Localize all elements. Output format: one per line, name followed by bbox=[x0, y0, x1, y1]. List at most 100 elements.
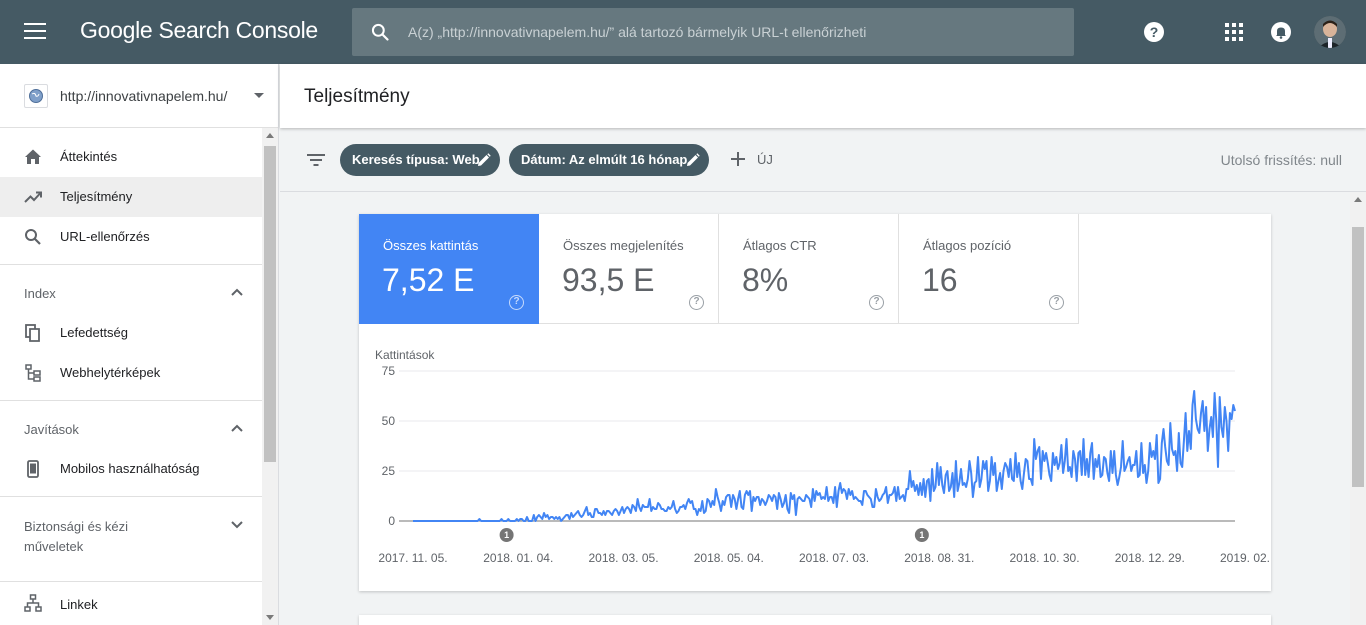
sidebar-scrollbar[interactable] bbox=[262, 128, 278, 625]
clicks-chart: Kattintások 0 25 50 75 2017. 11. 05. 2018. 0… bbox=[375, 348, 1271, 565]
section-label: Index bbox=[24, 286, 56, 301]
sidebar-item-label: Áttekintés bbox=[60, 149, 118, 164]
x-tick-label: 2018. 12. 29. bbox=[1115, 551, 1185, 565]
avatar[interactable] bbox=[1314, 16, 1346, 48]
metric-value: 8% bbox=[742, 262, 789, 298]
clicks-series-line bbox=[413, 390, 1236, 522]
performance-card: Összes kattintás 7,52 E ? Összes megjele… bbox=[359, 214, 1271, 591]
y-axis-title: Kattintások bbox=[375, 348, 435, 362]
x-tick-label: 2018. 01. 04. bbox=[483, 551, 553, 565]
top-app-bar: Google Search Console ? bbox=[0, 0, 1366, 64]
metric-value: 93,5 E bbox=[562, 262, 655, 298]
annotation-circle bbox=[914, 528, 929, 542]
section-label: Javítások bbox=[24, 422, 79, 437]
y-tick-label: 50 bbox=[382, 414, 396, 428]
scrollbar-thumb[interactable] bbox=[1352, 227, 1364, 487]
filter-icon[interactable] bbox=[307, 153, 325, 167]
sidebar-item-label: Mobilos használhatóság bbox=[60, 461, 200, 476]
sidebar-item-performance[interactable]: Teljesítmény bbox=[0, 177, 262, 217]
new-filter-label: ÚJ bbox=[757, 152, 773, 167]
x-tick-label: 2018. 07. 03. bbox=[799, 551, 869, 565]
x-tick-label: 2019. 02. 27. bbox=[1220, 551, 1271, 565]
x-tick-label: 2017. 11. 05. bbox=[378, 551, 447, 565]
metric-average-ctr[interactable]: Átlagos CTR 8% ? bbox=[719, 214, 899, 324]
annotation-marker[interactable]: 1 bbox=[499, 528, 514, 542]
search-icon[interactable] bbox=[370, 22, 390, 42]
links-icon bbox=[24, 594, 42, 612]
scrollbar-thumb[interactable] bbox=[264, 146, 276, 462]
sidebar-item-label: URL-ellenőrzés bbox=[60, 229, 150, 244]
coverage-icon bbox=[25, 324, 40, 342]
help-icon[interactable]: ? bbox=[1049, 295, 1064, 310]
globe-icon bbox=[24, 84, 48, 108]
y-tick-label: 25 bbox=[382, 464, 396, 478]
search-icon bbox=[25, 229, 41, 245]
svg-text:?: ? bbox=[1150, 24, 1159, 40]
metric-label: Összes kattintás bbox=[383, 238, 479, 253]
page-header: Teljesítmény bbox=[280, 64, 1366, 128]
chevron-up-icon bbox=[231, 424, 243, 432]
sidebar-item-label: Linkek bbox=[60, 597, 98, 612]
main-scrollbar[interactable] bbox=[1350, 192, 1366, 625]
apps-icon[interactable] bbox=[1225, 23, 1243, 41]
sidebar: http://innovativnapelem.hu/ Áttekintés T… bbox=[0, 64, 279, 625]
sidebar-item-links[interactable]: Linkek bbox=[0, 581, 262, 625]
caret-down-icon[interactable] bbox=[254, 93, 264, 98]
metric-value: 7,52 E bbox=[382, 262, 475, 298]
y-tick-label: 0 bbox=[388, 514, 395, 528]
secondary-card bbox=[359, 615, 1271, 625]
section-enhancements[interactable]: Javítások bbox=[0, 400, 262, 456]
annotation-marker[interactable]: 1 bbox=[914, 528, 929, 542]
property-url: http://innovativnapelem.hu/ bbox=[60, 88, 228, 104]
search-box[interactable] bbox=[352, 8, 1074, 56]
x-tick-label: 2018. 10. 30. bbox=[1009, 551, 1079, 565]
edit-icon[interactable] bbox=[477, 153, 491, 167]
filter-chip-date[interactable]: Dátum: Az elmúlt 16 hónap bbox=[509, 144, 709, 176]
help-icon[interactable]: ? bbox=[689, 295, 704, 310]
menu-icon[interactable] bbox=[24, 23, 46, 41]
sidebar-item-url-inspection[interactable]: URL-ellenőrzés bbox=[0, 217, 262, 257]
section-security[interactable]: Biztonsági és kézi műveletek bbox=[0, 496, 262, 572]
section-label-line: Biztonsági és kézi bbox=[24, 519, 129, 534]
x-tick-label: 2018. 05. 04. bbox=[694, 551, 764, 565]
edit-icon[interactable] bbox=[686, 153, 700, 167]
property-selector[interactable]: http://innovativnapelem.hu/ bbox=[0, 64, 278, 128]
help-icon[interactable]: ? bbox=[869, 295, 884, 310]
metric-value: 16 bbox=[922, 262, 958, 298]
last-update-text: Utolsó frissítés: null bbox=[1220, 152, 1342, 168]
app-logo[interactable]: Google Search Console bbox=[80, 17, 318, 43]
sitemap-icon bbox=[25, 364, 41, 382]
filter-bar: Keresés típusa: Web Dátum: Az elmúlt 16 … bbox=[280, 128, 1366, 192]
x-tick-label: 2018. 08. 31. bbox=[904, 551, 974, 565]
sidebar-item-label: Teljesítmény bbox=[60, 189, 133, 204]
search-input[interactable] bbox=[408, 8, 1058, 56]
sidebar-item-sitemaps[interactable]: Webhelytérképek bbox=[0, 353, 262, 393]
help-icon[interactable]: ? bbox=[1143, 21, 1165, 43]
trending-up-icon bbox=[24, 191, 42, 203]
metric-label: Összes megjelenítés bbox=[563, 238, 684, 253]
annotation-circle bbox=[499, 528, 514, 542]
metric-label: Átlagos CTR bbox=[743, 238, 817, 253]
metric-total-clicks[interactable]: Összes kattintás 7,52 E ? bbox=[359, 214, 539, 324]
sidebar-item-overview[interactable]: Áttekintés bbox=[0, 137, 262, 177]
sidebar-item-mobile-usability[interactable]: Mobilos használhatóság bbox=[0, 449, 262, 489]
page-title: Teljesítmény bbox=[304, 86, 410, 107]
scroll-down-arrow[interactable] bbox=[266, 615, 274, 620]
metric-average-position[interactable]: Átlagos pozíció 16 ? bbox=[899, 214, 1079, 324]
plus-icon bbox=[731, 152, 745, 166]
chevron-up-icon bbox=[231, 288, 243, 296]
help-icon[interactable]: ? bbox=[509, 295, 524, 310]
x-tick-label: 2018. 03. 05. bbox=[588, 551, 658, 565]
chevron-down-icon bbox=[231, 521, 243, 529]
annotation-label: 1 bbox=[504, 530, 509, 540]
chip-label: Keresés típusa: Web bbox=[352, 152, 480, 167]
metric-total-impressions[interactable]: Összes megjelenítés 93,5 E ? bbox=[539, 214, 719, 324]
sidebar-item-label: Lefedettség bbox=[60, 325, 128, 340]
section-label-line: műveletek bbox=[24, 539, 84, 554]
notifications-icon[interactable] bbox=[1270, 21, 1292, 43]
scroll-up-arrow[interactable] bbox=[266, 133, 274, 138]
sidebar-item-coverage[interactable]: Lefedettség bbox=[0, 313, 262, 353]
scroll-up-arrow[interactable] bbox=[1354, 197, 1362, 202]
section-index[interactable]: Index bbox=[0, 264, 262, 320]
filter-chip-search-type[interactable]: Keresés típusa: Web bbox=[340, 144, 500, 176]
